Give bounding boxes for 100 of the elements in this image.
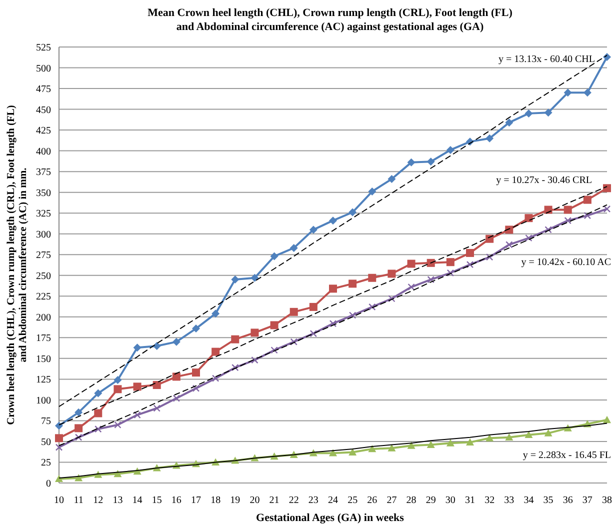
x-tick-label: 32 — [484, 495, 495, 506]
point — [310, 330, 318, 338]
point — [388, 444, 396, 452]
point — [231, 276, 240, 284]
point — [426, 440, 435, 448]
point — [74, 434, 82, 441]
x-tick-label: 13 — [112, 495, 123, 506]
chart-title: Mean Crown heel length (CHL), Crown rump length (CRL), Foot length (FL) and Abdominal circumference (AC) against gestational ages (GA) — [148, 7, 513, 33]
annotation: y = 10.27x - 30.46 CRL — [496, 175, 592, 186]
point — [603, 184, 611, 192]
point — [192, 384, 200, 392]
point — [348, 208, 357, 216]
point — [524, 214, 533, 222]
point — [172, 372, 180, 381]
point — [426, 258, 435, 267]
point — [231, 335, 240, 344]
point — [466, 248, 474, 257]
point — [446, 269, 454, 276]
y-tick-label: 250 — [36, 270, 51, 282]
point — [134, 411, 141, 418]
point — [212, 348, 220, 356]
point — [388, 270, 396, 278]
y-tick-label: 400 — [36, 146, 51, 158]
x-tick-label: 21 — [269, 495, 280, 506]
point — [55, 422, 63, 430]
point — [407, 260, 416, 268]
point — [388, 175, 396, 184]
point — [329, 216, 337, 225]
x-tick-label: 10 — [54, 495, 64, 506]
point — [290, 338, 298, 346]
point — [290, 244, 298, 252]
x-tick-label: 27 — [386, 495, 397, 506]
x-tick-label: 35 — [543, 495, 554, 506]
point — [74, 408, 83, 416]
y-tick-label: 225 — [36, 292, 51, 303]
y-axis-title: Crown heel length (CHL), Crown rump length (CRL), Foot length (FL) and Abdominal circumference (AC) in mm. — [6, 104, 29, 425]
point — [348, 312, 356, 319]
point — [427, 276, 434, 284]
point — [408, 283, 415, 291]
y-tick-label: 0 — [46, 478, 51, 490]
x-tick-label: 29 — [426, 495, 436, 506]
point — [368, 274, 376, 282]
point — [55, 434, 63, 442]
point — [486, 134, 494, 142]
point — [212, 374, 220, 382]
point — [250, 274, 259, 282]
point — [152, 342, 161, 350]
point — [603, 205, 611, 213]
y-tick-label: 200 — [36, 312, 51, 324]
x-tick-label: 31 — [465, 495, 475, 506]
point — [232, 364, 239, 372]
point — [251, 356, 258, 364]
x-tick-label: 19 — [230, 495, 240, 506]
x-tick-label: 20 — [250, 495, 260, 506]
x-tick-label: 37 — [582, 495, 592, 506]
x-tick-label: 24 — [328, 495, 338, 506]
x-tick-label: 30 — [445, 495, 456, 506]
point — [329, 320, 337, 328]
point — [505, 433, 514, 441]
point — [368, 188, 376, 196]
point — [524, 430, 533, 438]
point — [329, 449, 337, 456]
point — [309, 302, 318, 311]
point — [388, 295, 396, 302]
point — [407, 158, 416, 166]
point — [55, 444, 63, 451]
point — [486, 254, 494, 261]
point — [505, 118, 514, 127]
y-tick-label: 375 — [36, 167, 51, 178]
y-tick-label: 325 — [36, 208, 51, 220]
y-tick-label: 125 — [36, 374, 51, 386]
point — [446, 258, 454, 266]
point — [466, 260, 474, 268]
x-tick-label: 34 — [524, 495, 534, 506]
point — [583, 196, 592, 204]
point — [348, 448, 357, 456]
point — [544, 108, 552, 117]
y-tick-label: 150 — [36, 354, 51, 365]
x-tick-label: 28 — [406, 495, 416, 506]
point — [466, 438, 474, 446]
point — [114, 470, 122, 478]
point — [94, 425, 102, 433]
point — [192, 324, 200, 333]
point — [368, 444, 376, 452]
x-tick-label: 15 — [152, 495, 162, 506]
point — [114, 376, 122, 384]
point — [153, 404, 160, 412]
x-tick-label: 33 — [504, 495, 514, 506]
point — [55, 474, 63, 482]
point — [486, 434, 494, 442]
y-tick-label: 275 — [36, 250, 51, 262]
point — [583, 88, 592, 97]
x-tick-label: 11 — [74, 495, 84, 506]
x-tick-label: 14 — [132, 495, 142, 506]
x-tick-label: 36 — [562, 495, 573, 506]
x-tick-label: 12 — [93, 495, 104, 506]
point — [309, 226, 318, 234]
y-tick-label: 100 — [36, 395, 51, 406]
y-tick-label: 175 — [36, 333, 51, 344]
point — [172, 394, 180, 402]
